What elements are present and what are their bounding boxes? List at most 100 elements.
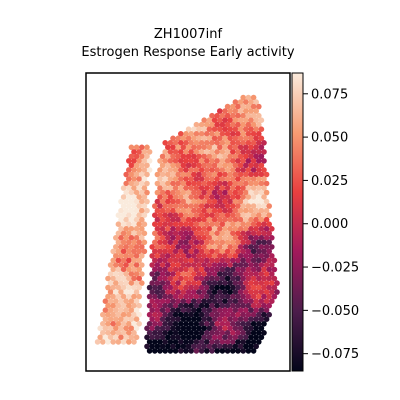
spot xyxy=(235,140,241,146)
spot xyxy=(146,167,153,173)
spot xyxy=(255,103,262,110)
spot xyxy=(255,112,262,119)
spot xyxy=(162,339,168,345)
spot xyxy=(204,330,210,336)
spot xyxy=(255,140,262,146)
spot xyxy=(258,153,265,160)
spot xyxy=(191,153,197,160)
spot xyxy=(219,275,226,282)
spot xyxy=(232,189,239,196)
spot xyxy=(193,330,200,336)
spot xyxy=(165,207,171,214)
spot xyxy=(248,262,254,268)
spot xyxy=(120,257,127,264)
spot xyxy=(222,325,228,332)
spot xyxy=(110,266,116,273)
spot xyxy=(245,275,252,282)
spot xyxy=(165,153,171,160)
spot xyxy=(269,271,275,277)
spot xyxy=(188,257,194,264)
spot xyxy=(243,307,249,314)
spot xyxy=(183,275,189,282)
colorbar-tick-label: 0.025 xyxy=(311,174,348,189)
spot xyxy=(240,266,246,273)
spot xyxy=(255,284,262,291)
spot xyxy=(232,226,239,232)
spot xyxy=(128,307,135,314)
spot xyxy=(126,158,132,164)
spot xyxy=(224,131,231,137)
spot xyxy=(237,144,244,151)
spot xyxy=(227,207,233,214)
spot xyxy=(178,330,184,336)
spot xyxy=(102,307,109,314)
spot xyxy=(237,189,244,196)
spot xyxy=(118,280,124,286)
spot xyxy=(180,253,187,259)
spot xyxy=(255,248,262,255)
spot xyxy=(139,207,145,214)
spot xyxy=(206,207,213,214)
spot xyxy=(188,330,194,336)
spot xyxy=(120,321,127,327)
spot xyxy=(133,207,140,214)
spot xyxy=(105,311,111,318)
spot xyxy=(175,226,181,232)
spot xyxy=(165,253,171,259)
spot xyxy=(180,226,187,232)
spot xyxy=(204,348,210,354)
spot xyxy=(248,325,254,332)
spot xyxy=(206,325,213,332)
spot xyxy=(170,144,176,151)
spot xyxy=(196,289,202,295)
spot xyxy=(136,257,142,264)
spot xyxy=(128,289,135,295)
spot xyxy=(167,248,174,255)
spot xyxy=(154,189,161,196)
spot xyxy=(170,289,176,295)
colorbar-tick-label: −0.075 xyxy=(311,347,359,362)
spot xyxy=(250,257,257,264)
spot xyxy=(133,216,140,223)
spot xyxy=(131,275,137,282)
spot xyxy=(191,307,197,314)
spot xyxy=(107,289,114,295)
spot xyxy=(211,162,218,169)
spot xyxy=(214,257,220,264)
spot xyxy=(219,230,226,237)
spot xyxy=(105,339,111,345)
spot xyxy=(131,302,137,309)
spot xyxy=(185,280,192,286)
spot xyxy=(230,321,236,327)
spot xyxy=(115,248,122,255)
spot xyxy=(133,280,140,286)
spot xyxy=(162,330,168,336)
spot xyxy=(209,284,215,291)
spot xyxy=(217,298,223,305)
spot xyxy=(201,207,207,214)
spot xyxy=(204,194,210,200)
spot xyxy=(165,289,171,295)
spot xyxy=(240,131,246,137)
spot xyxy=(185,325,192,332)
spot xyxy=(159,235,166,241)
spot xyxy=(217,325,223,332)
spot xyxy=(128,207,135,214)
spot xyxy=(188,176,194,182)
spot xyxy=(232,262,239,268)
spot xyxy=(201,271,207,277)
spot xyxy=(266,212,273,218)
spot xyxy=(188,131,194,137)
spot xyxy=(136,167,142,173)
spot xyxy=(211,325,218,332)
spot xyxy=(172,185,179,191)
spot xyxy=(183,167,189,173)
spot xyxy=(204,266,210,273)
spot xyxy=(204,284,210,291)
spot xyxy=(191,325,197,332)
spot xyxy=(263,262,270,268)
spot xyxy=(102,334,109,341)
spot xyxy=(269,262,275,268)
spot xyxy=(167,275,174,282)
spot xyxy=(167,239,174,246)
